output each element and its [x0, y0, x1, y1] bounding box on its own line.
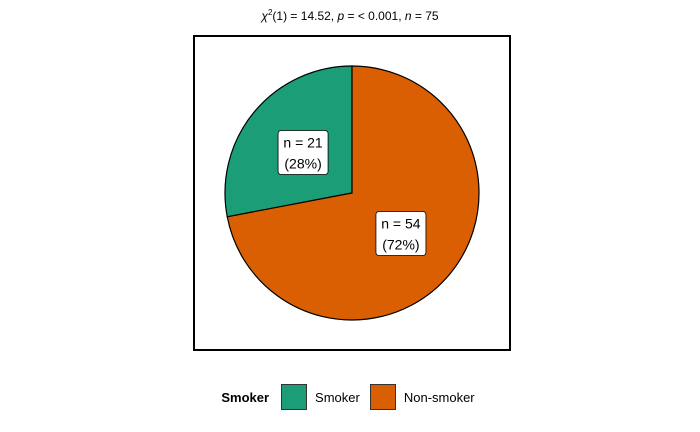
- slice-count-label: n = 21: [283, 135, 323, 151]
- legend-swatch-non-smoker: [369, 384, 396, 410]
- legend-label-smoker: Smoker: [315, 389, 360, 405]
- chi-stat-text: (1) = 14.52,: [272, 9, 338, 23]
- legend: Smoker Smoker Non-smoker: [0, 382, 700, 412]
- n-total-text: = 75: [411, 9, 439, 23]
- chi-superscript: 2: [267, 8, 273, 17]
- legend-title: Smoker: [221, 389, 270, 405]
- p-symbol: p: [337, 9, 345, 23]
- slice-label-box: [375, 211, 427, 256]
- slice-percent-label: (72%): [382, 236, 419, 252]
- pie-labels: n = 21 (28%) n = 54 (72%): [277, 130, 427, 256]
- legend-swatch-smoker: [281, 384, 308, 410]
- legend-item-non-smoker: Non-smoker: [369, 384, 475, 410]
- legend-item-smoker: Smoker: [281, 384, 360, 410]
- chart-subtitle: χ2(1) = 14.52, p = < 0.001, n = 75: [0, 8, 700, 23]
- n-symbol: n: [404, 9, 412, 23]
- pie-slices: [224, 65, 480, 321]
- slice-label-smoker: n = 21 (28%): [277, 130, 329, 175]
- legend-label-non-smoker: Non-smoker: [403, 389, 475, 405]
- slice-percent-label: (28%): [284, 156, 321, 172]
- chi-symbol: χ: [261, 9, 268, 23]
- p-value-text: = < 0.001,: [344, 9, 405, 23]
- slice-label-box: [277, 130, 329, 175]
- slice-label-non-smoker: n = 54 (72%): [375, 211, 427, 256]
- pie-slice-non-smoker: [226, 65, 480, 321]
- slice-count-label: n = 54: [381, 215, 421, 231]
